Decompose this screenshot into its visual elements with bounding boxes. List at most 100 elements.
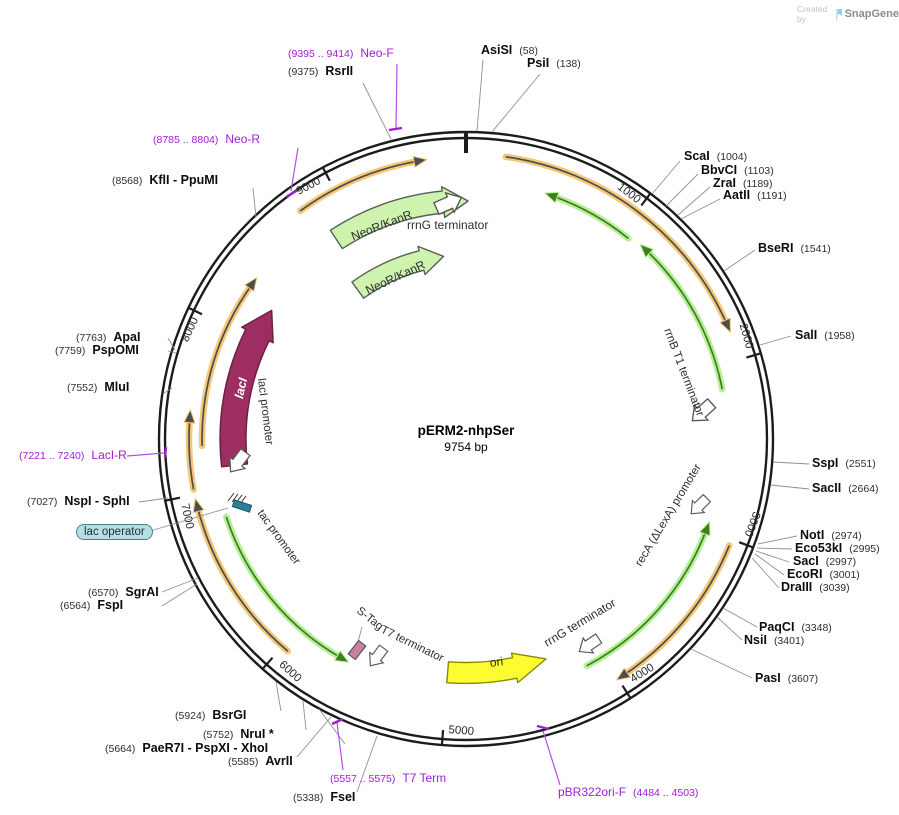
tick-6000: 6000 [276,659,303,685]
tick-mark-9000 [321,166,331,182]
watermark-brand: SnapGene [844,8,899,20]
lac-operator-label[interactable]: lac operator [76,524,153,540]
site-kfli-ppumi[interactable]: (8568) KflI - PpuMI [112,173,219,187]
primer-neo-r[interactable]: (8785 .. 8804) Neo-R [153,132,261,146]
tick-labels: 1000 2000 3000 4000 5000 6000 7000 8000 … [178,175,762,738]
site-pasi[interactable]: PasI (3607) [755,671,819,685]
neor-kanr-arrow-outer[interactable] [329,186,469,250]
site-paer7i-pspxi-xhoi[interactable]: (5664) PaeR7I - PspXI - XhoI [105,741,269,755]
site-fsei[interactable]: (5338) FseI [293,790,356,804]
laci-promoter-arrow[interactable] [223,446,253,477]
plasmid-title-block: pERM2-nhpSer 9754 bp [366,423,566,454]
green-arc-3-arrowhead [698,520,711,537]
site-eco53ki[interactable]: Eco53kI (2995) [795,541,880,555]
site-aatii[interactable]: AatII (1191) [723,188,787,202]
site-pspomi[interactable]: (7759) PspOMI [55,343,139,357]
site-nspi-sphi[interactable]: (7027) NspI - SphI [27,494,130,508]
primer-t7-term[interactable]: (5557 .. 5575) T7 Term [330,771,447,785]
site-apai[interactable]: (7763) ApaI [76,330,141,344]
site-avrii[interactable]: (5585) AvrII [228,754,293,768]
orange-arc-3-core [624,545,731,676]
site-paqci[interactable]: PaqCI (3348) [759,620,832,634]
green-arc-1-arrowhead [543,191,560,204]
neor-kanr-arrow-inner[interactable] [351,245,445,299]
site-saci[interactable]: SacI (2997) [793,554,857,568]
tick-mark-1000 [640,192,652,207]
tick-mark-5000 [440,730,445,746]
site-psii[interactable]: PsiI (138) [527,56,581,70]
site-ecori[interactable]: EcoRI (3001) [787,567,860,581]
snapgene-logo-icon [835,8,842,20]
ori-arrow[interactable] [446,652,547,685]
site-sspi[interactable]: SspI (2551) [812,456,876,470]
rrng-terminator-arrow-top[interactable] [432,188,465,218]
tick-mark-4000 [621,684,632,699]
leader-lines [138,59,810,793]
laci-label[interactable]: lacI [232,376,250,400]
site-sgrai[interactable]: (6570) SgrAI [88,585,159,599]
site-mlui[interactable]: (7552) MluI [67,380,130,394]
tick-mark-8000 [187,306,203,316]
tick-5000: 5000 [448,724,474,738]
site-draiii[interactable]: DraIII (3039) [781,580,850,594]
orange-arc-3-arrowhead [615,667,632,681]
orange-arc-6-arrowhead [243,276,258,293]
tac-promoter-label[interactable]: tac promoter [255,508,303,567]
site-noti[interactable]: NotI (2974) [800,528,862,542]
site-rsrii[interactable]: (9375) RsrII [288,64,354,78]
tick-mark-2000 [746,352,762,359]
tick-mark-6000 [261,656,274,670]
site-nrui[interactable]: (5752) NruI * [203,727,274,741]
site-scai[interactable]: ScaI (1004) [684,149,748,163]
orange-arc-5-arrowhead [183,408,196,424]
t7-terminator-label[interactable]: T7 terminator [379,624,446,665]
hollow-arrows [223,188,719,671]
site-bseri[interactable]: BseRI (1541) [758,241,831,255]
primer-neo-f[interactable]: (9395 .. 9414) Neo-F [288,46,394,60]
green-arc-1[interactable] [550,193,632,242]
site-bsrgi[interactable]: (5924) BsrGI [175,708,247,722]
green-arc-2-arrowhead [639,243,655,259]
site-bbvci[interactable]: BbvCI (1103) [701,163,774,177]
orange-arc-1-core [299,160,418,212]
green-arc-4-core [225,516,341,658]
rrnb-t1-terminator-arrow[interactable] [686,396,719,428]
site-zrai[interactable]: ZraI (1189) [713,176,773,190]
orange-arc-1-arrowhead [412,155,429,169]
rrnb-t1-terminator-label[interactable]: rrnB T1 terminator [661,327,706,418]
rrng-terminator-label-top[interactable]: rrnG terminator [407,218,488,232]
tac-promoter-glyph[interactable] [227,492,253,513]
green-arc-1-core [553,195,629,240]
green-arc-3-core [586,530,707,667]
site-asisi[interactable]: AsiSI (58) [481,43,538,57]
orange-arc-2-arrowhead [719,317,731,334]
watermark: Created by SnapGene [797,4,899,24]
t7-terminator-arrow[interactable] [364,643,391,671]
site-fspi[interactable]: (6564) FspI [60,598,124,612]
rrng-terminator-label-bottom[interactable]: rrnG terminator [541,596,618,650]
laci-arrow[interactable] [219,309,274,468]
reca-promoter-arrow[interactable] [685,492,713,520]
plasmid-name: pERM2-nhpSer [417,423,515,438]
s-tag-glyph[interactable] [347,639,367,661]
primer-laci-r[interactable]: (7221 .. 7240) LacI-R [19,448,127,462]
plasmid-size: 9754 bp [444,440,488,454]
ori-label[interactable]: ori [489,654,504,670]
rrng-terminator-arrow-bottom[interactable] [574,631,603,659]
tick-7000: 7000 [178,503,195,531]
site-sacii[interactable]: SacII (2664) [812,481,879,495]
primer-pbr322ori-f[interactable]: pBR322ori-F (4484 .. 4503) [558,785,699,799]
plasmid-backbone-ring [157,130,775,748]
orange-arc-6-core [201,285,252,446]
site-nsii[interactable]: NsiI (3401) [744,633,805,647]
green-arc-4-arrowhead [333,650,350,663]
orange-arc-4-core [196,508,289,652]
laci-promoter-label[interactable]: lacI promoter [255,378,275,446]
primer-leader-lines [126,63,561,786]
tick-mark-7000 [165,496,181,502]
watermark-created-by: Created by [797,4,828,24]
site-sali[interactable]: SalI (1958) [795,328,855,342]
green-arc-2-core [646,250,724,390]
